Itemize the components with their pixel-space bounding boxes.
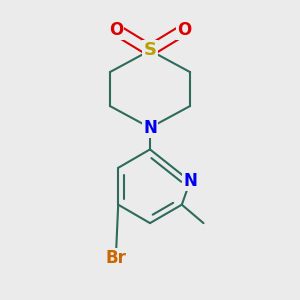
Text: Br: Br: [105, 250, 126, 268]
Text: O: O: [109, 21, 123, 39]
Text: N: N: [143, 119, 157, 137]
Text: O: O: [177, 21, 191, 39]
Text: S: S: [143, 41, 157, 59]
Text: N: N: [183, 172, 197, 190]
